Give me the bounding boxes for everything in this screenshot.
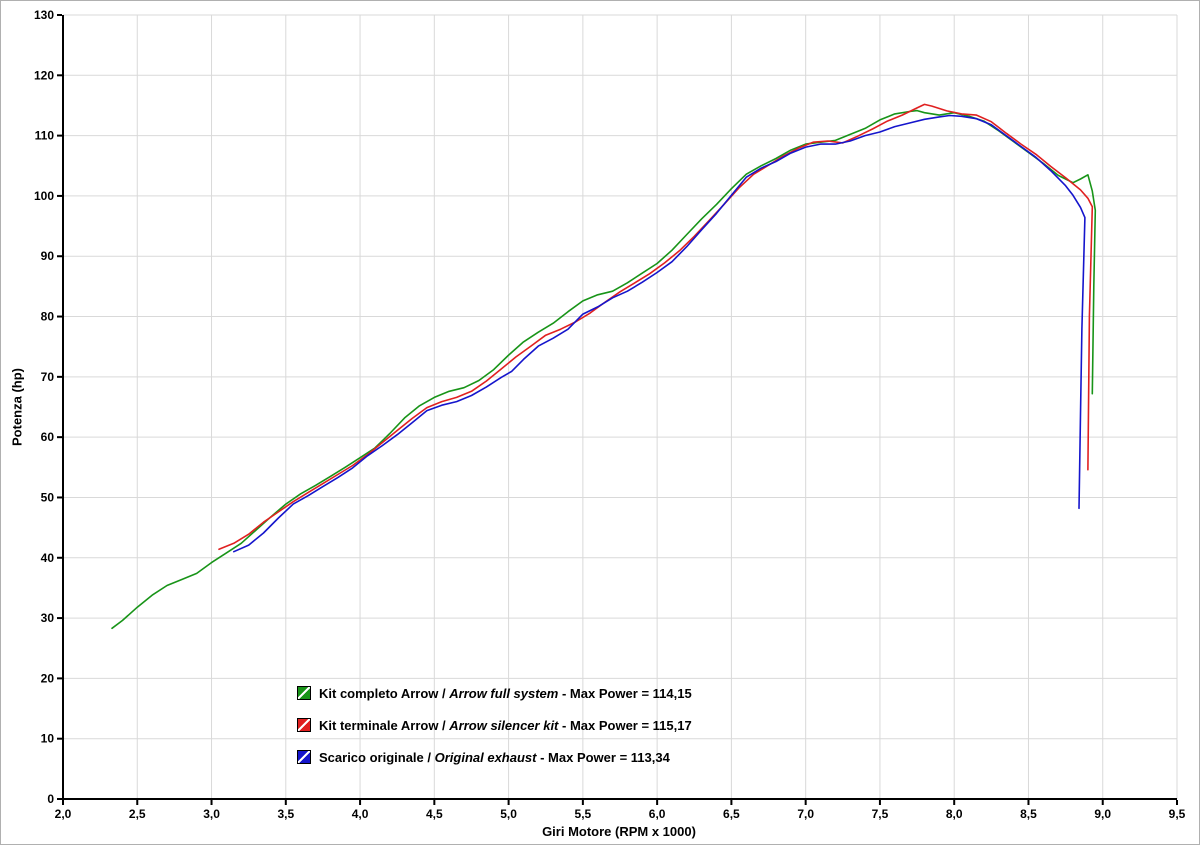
svg-text:90: 90 xyxy=(41,249,55,263)
legend-label-italian: Kit completo Arrow xyxy=(319,685,439,701)
y-axis-title: Potenza (hp) xyxy=(9,368,25,446)
legend-label: Kit terminale Arrow / Arrow silencer kit… xyxy=(319,718,692,733)
svg-text:5,0: 5,0 xyxy=(500,807,517,821)
svg-text:3,0: 3,0 xyxy=(203,807,220,821)
svg-text:3,5: 3,5 xyxy=(277,807,294,821)
svg-text:5,5: 5,5 xyxy=(575,807,592,821)
legend-item-arrow-full-system: Kit completo Arrow / Arrow full system -… xyxy=(297,677,692,709)
legend-separator: / xyxy=(438,717,450,733)
grid-lines xyxy=(62,14,1178,800)
svg-text:6,0: 6,0 xyxy=(649,807,666,821)
legend-label-english: Arrow full system xyxy=(449,685,559,701)
svg-text:50: 50 xyxy=(41,490,55,504)
legend-label-max-power: - Max Power = 114,15 xyxy=(558,685,692,701)
svg-text:60: 60 xyxy=(41,430,55,444)
legend-label: Kit completo Arrow / Arrow full system -… xyxy=(319,686,692,701)
svg-text:120: 120 xyxy=(34,68,54,82)
svg-text:130: 130 xyxy=(34,8,54,22)
legend-marker-blue-icon xyxy=(297,750,311,764)
chart-legend: Kit completo Arrow / Arrow full system -… xyxy=(297,677,692,773)
svg-text:0: 0 xyxy=(47,792,54,806)
legend-marker-green-icon xyxy=(297,686,311,700)
legend-label-english: Original exhaust xyxy=(434,749,537,765)
svg-text:30: 30 xyxy=(41,611,55,625)
x-axis-title: Giri Motore (RPM x 1000) xyxy=(542,824,696,839)
svg-text:9,5: 9,5 xyxy=(1169,807,1186,821)
svg-text:2,0: 2,0 xyxy=(55,807,72,821)
y-tick-labels: 0 10 20 30 40 50 60 70 80 90 100 110 120 130 xyxy=(34,8,54,806)
legend-label-italian: Scarico originale xyxy=(319,749,424,765)
legend-separator: / xyxy=(423,749,435,765)
axes xyxy=(62,15,1177,800)
legend-marker-red-icon xyxy=(297,718,311,732)
x-tick-labels: 2,0 2,5 3,0 3,5 4,0 4,5 5,0 5,5 6,0 6,5 7,0 7,5 8,0 8… xyxy=(55,807,1186,821)
svg-text:110: 110 xyxy=(35,129,55,143)
legend-label-italian: Kit terminale Arrow xyxy=(319,717,439,733)
tick-marks xyxy=(57,14,1178,805)
svg-text:20: 20 xyxy=(41,671,55,685)
svg-text:9,0: 9,0 xyxy=(1094,807,1111,821)
svg-text:40: 40 xyxy=(41,551,55,565)
svg-text:8,0: 8,0 xyxy=(946,807,963,821)
series-line-arrow-full-system xyxy=(111,109,1097,630)
legend-item-arrow-silencer-kit: Kit terminale Arrow / Arrow silencer kit… xyxy=(297,709,692,741)
legend-label-english: Arrow silencer kit xyxy=(449,717,559,733)
svg-text:4,0: 4,0 xyxy=(352,807,369,821)
svg-text:70: 70 xyxy=(41,370,55,384)
svg-text:7,0: 7,0 xyxy=(797,807,814,821)
svg-text:80: 80 xyxy=(41,310,55,324)
svg-text:7,5: 7,5 xyxy=(872,807,889,821)
legend-label-max-power: - Max Power = 113,34 xyxy=(536,749,670,765)
series-line-original-exhaust xyxy=(233,114,1086,553)
legend-item-original-exhaust: Scarico originale / Original exhaust - M… xyxy=(297,741,692,773)
legend-separator: / xyxy=(438,685,450,701)
svg-text:10: 10 xyxy=(41,732,55,746)
svg-text:4,5: 4,5 xyxy=(426,807,443,821)
svg-text:6,5: 6,5 xyxy=(723,807,740,821)
svg-text:100: 100 xyxy=(34,189,54,203)
legend-label-max-power: - Max Power = 115,17 xyxy=(558,717,692,733)
svg-text:8,5: 8,5 xyxy=(1020,807,1037,821)
series-line-arrow-silencer-kit xyxy=(218,103,1094,551)
svg-text:2,5: 2,5 xyxy=(129,807,146,821)
legend-label: Scarico originale / Original exhaust - M… xyxy=(319,750,670,765)
